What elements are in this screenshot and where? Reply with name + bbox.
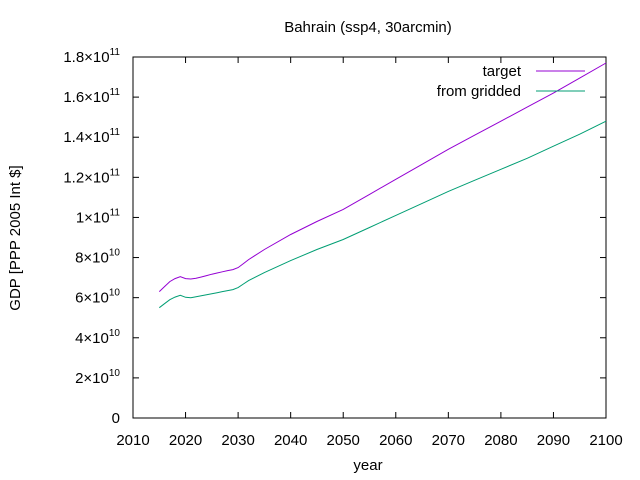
legend-label: from gridded bbox=[437, 83, 521, 100]
x-tick-label: 2080 bbox=[484, 432, 517, 449]
y-tick-exponent: 10 bbox=[109, 368, 121, 379]
y-tick-exponent: 10 bbox=[109, 288, 121, 299]
y-tick-label: 6×1010 bbox=[75, 288, 120, 307]
y-tick-exponent: 10 bbox=[109, 248, 121, 259]
y-tick-exponent: 11 bbox=[110, 167, 121, 178]
y-tick-label: 8×1010 bbox=[75, 248, 120, 267]
y-tick-label: 0 bbox=[112, 410, 120, 427]
y-tick-mantissa: 8×10 bbox=[75, 250, 109, 267]
x-axis-title: year bbox=[353, 457, 382, 474]
y-tick-label: 1×1011 bbox=[76, 207, 121, 226]
plot-area bbox=[132, 56, 607, 419]
plot-frame bbox=[132, 56, 607, 419]
y-tick-mantissa: 1.8×10 bbox=[63, 49, 109, 66]
x-tick-label: 2100 bbox=[589, 432, 622, 449]
y-tick-mantissa: 2×10 bbox=[75, 370, 109, 387]
series-line-from-gridded bbox=[158, 120, 607, 309]
y-tick-mantissa: 1.4×10 bbox=[63, 129, 109, 146]
y-axis: 02×10104×10106×10108×10101×10111.2×10111… bbox=[63, 47, 606, 427]
y-tick-label: 2×1010 bbox=[75, 368, 120, 387]
y-tick-label: 1.2×1011 bbox=[63, 167, 120, 186]
legend-item: target bbox=[483, 63, 585, 80]
y-tick-label: 1.6×1011 bbox=[63, 87, 120, 106]
series-line-target bbox=[158, 62, 607, 292]
x-tick-label: 2020 bbox=[169, 432, 202, 449]
legend: target from gridded bbox=[437, 63, 585, 100]
x-tick-label: 2010 bbox=[116, 432, 149, 449]
x-axis: 2010 2020 2030 2040 2050 2060 2070 2080 2090 2100 bbox=[116, 57, 623, 449]
y-tick-exponent: 11 bbox=[110, 207, 121, 218]
y-tick-mantissa: 1.6×10 bbox=[63, 89, 109, 106]
y-tick-mantissa: 1×10 bbox=[76, 209, 110, 226]
series-group bbox=[158, 62, 607, 309]
y-tick-exponent: 10 bbox=[109, 328, 121, 339]
y-tick-mantissa: 1.2×10 bbox=[63, 169, 109, 186]
y-tick-mantissa: 0 bbox=[112, 410, 120, 427]
y-tick-label: 4×1010 bbox=[75, 328, 120, 347]
chart-title: Bahrain (ssp4, 30arcmin) bbox=[284, 19, 452, 36]
x-tick-label: 2090 bbox=[537, 432, 570, 449]
y-tick-label: 1.8×1011 bbox=[63, 47, 120, 66]
x-tick-label: 2060 bbox=[379, 432, 412, 449]
legend-label: target bbox=[483, 63, 522, 80]
y-tick-mantissa: 4×10 bbox=[75, 330, 109, 347]
legend-item: from gridded bbox=[437, 83, 585, 100]
x-tick-label: 2040 bbox=[274, 432, 307, 449]
y-tick-label: 1.4×1011 bbox=[63, 127, 120, 146]
y-tick-exponent: 11 bbox=[110, 87, 121, 98]
y-tick-exponent: 11 bbox=[110, 47, 121, 58]
x-tick-label: 2030 bbox=[221, 432, 254, 449]
y-tick-exponent: 11 bbox=[110, 127, 121, 138]
y-axis-title: GDP [PPP 2005 Int $] bbox=[7, 165, 24, 310]
y-tick-mantissa: 6×10 bbox=[75, 290, 109, 307]
x-tick-label: 2050 bbox=[327, 432, 360, 449]
x-tick-label: 2070 bbox=[432, 432, 465, 449]
